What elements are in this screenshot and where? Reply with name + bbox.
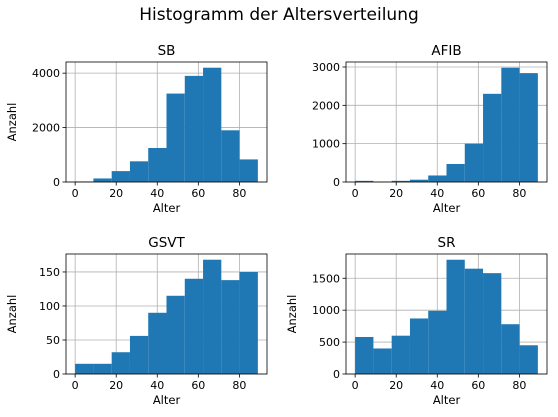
- subplot-title: AFIB: [431, 43, 461, 59]
- x-tick-label: 80: [512, 379, 526, 392]
- x-tick-label: 80: [232, 187, 246, 200]
- histogram-bar: [391, 335, 410, 374]
- x-tick-label: 20: [389, 187, 403, 200]
- histogram-bar: [464, 143, 484, 182]
- axes-frame: [345, 61, 548, 183]
- y-tick-label: 500: [319, 336, 340, 349]
- y-tick-label: 1000: [312, 138, 340, 151]
- histogram-bar: [355, 180, 374, 182]
- histogram-bar: [111, 352, 130, 374]
- histogram-bar: [129, 335, 149, 374]
- histogram-bar: [391, 180, 410, 182]
- histogram-bar: [221, 280, 240, 374]
- histogram-bar: [203, 259, 222, 374]
- y-tick-label: 0: [53, 176, 60, 189]
- subplot-sr: 0 20 40 60 80 0 500 1000 1500 SR Alter Anzahl: [285, 235, 548, 407]
- histogram-bar: [501, 67, 520, 182]
- histogram-bar: [93, 178, 112, 182]
- histogram-bar: [166, 93, 185, 182]
- x-tick-label: 40: [430, 379, 444, 392]
- y-tick-label: 4000: [32, 67, 60, 80]
- x-tick-label: 0: [352, 379, 359, 392]
- x-axis-label: Alter: [153, 393, 181, 407]
- y-tick-label: 100: [39, 300, 60, 313]
- histogram-bar: [501, 324, 520, 374]
- y-tick-label: 150: [39, 266, 60, 279]
- x-tick-label: 20: [389, 379, 403, 392]
- x-tick-label: 0: [72, 187, 79, 200]
- histogram-bar: [446, 259, 465, 374]
- x-tick-label: 60: [471, 379, 485, 392]
- y-tick-label: 0: [333, 368, 340, 381]
- histogram-bar: [148, 147, 167, 182]
- axes-frame: [345, 253, 548, 375]
- subplot-afib: 0 20 40 60 80 0 1000 2000 3000 AFIB Alter: [312, 43, 548, 215]
- y-tick-label: 0: [53, 368, 60, 381]
- subplot-title: SR: [438, 235, 456, 251]
- histogram-bar: [75, 363, 94, 374]
- x-tick-label: 20: [109, 187, 123, 200]
- subplot-sb: 0 20 40 60 80 0 2000 4000 SB Alter Anzahl: [5, 43, 268, 215]
- histogram-bar: [483, 273, 502, 374]
- y-tick-label: 2000: [32, 122, 60, 135]
- histogram-bar: [519, 345, 538, 374]
- x-tick-label: 40: [430, 187, 444, 200]
- y-tick-label: 0: [333, 176, 340, 189]
- x-tick-label: 80: [232, 379, 246, 392]
- histogram-bar: [93, 363, 112, 374]
- x-tick-label: 60: [191, 379, 205, 392]
- histogram-bar: [221, 130, 240, 182]
- y-axis-label: Anzahl: [5, 103, 19, 142]
- subplot-title: SB: [158, 43, 176, 59]
- histogram-bar: [184, 278, 204, 374]
- y-tick-label: 1500: [312, 272, 340, 285]
- histogram-bar: [483, 93, 502, 182]
- histogram-bar: [166, 295, 185, 374]
- histogram-bar: [373, 348, 392, 374]
- histogram-bar: [184, 75, 204, 182]
- histogram-bar: [446, 163, 465, 182]
- histogram-bar: [519, 73, 538, 182]
- histogram-bar: [355, 336, 374, 374]
- histogram-bar: [203, 67, 222, 182]
- y-tick-label: 50: [46, 334, 60, 347]
- histogram-bar: [239, 271, 258, 374]
- x-tick-label: 0: [352, 187, 359, 200]
- subplot-title: GSVT: [148, 235, 185, 251]
- y-tick-label: 1000: [312, 304, 340, 317]
- subplot-gsvt: 0 20 40 60 80 0 50 100 150 GSVT Alter Anzahl: [5, 235, 268, 407]
- histogram-bar: [428, 175, 447, 182]
- histogram-bar: [148, 312, 167, 374]
- figure-title: Histogramm der Altersverteilung: [139, 5, 419, 25]
- x-tick-label: 40: [150, 187, 164, 200]
- y-tick-label: 2000: [312, 99, 340, 112]
- histogram-bar: [239, 159, 258, 182]
- x-axis-label: Alter: [153, 201, 181, 215]
- y-tick-label: 3000: [312, 61, 340, 74]
- x-axis-label: Alter: [433, 393, 461, 407]
- x-tick-label: 60: [191, 187, 205, 200]
- axes-frame: [65, 61, 268, 183]
- x-axis-label: Alter: [433, 201, 461, 215]
- histogram-bar: [111, 171, 130, 182]
- x-tick-label: 20: [109, 379, 123, 392]
- x-tick-label: 80: [512, 187, 526, 200]
- histogram-bar: [129, 161, 149, 182]
- axes-frame: [65, 253, 268, 375]
- histogram-bar: [464, 268, 484, 374]
- histogram-bar: [409, 318, 429, 374]
- y-axis-label: Anzahl: [285, 295, 299, 334]
- histogram-bar: [409, 179, 429, 182]
- histogram-bar: [428, 310, 447, 374]
- x-tick-label: 40: [150, 379, 164, 392]
- y-axis-label: Anzahl: [5, 295, 19, 334]
- x-tick-label: 60: [471, 187, 485, 200]
- x-tick-label: 0: [72, 379, 79, 392]
